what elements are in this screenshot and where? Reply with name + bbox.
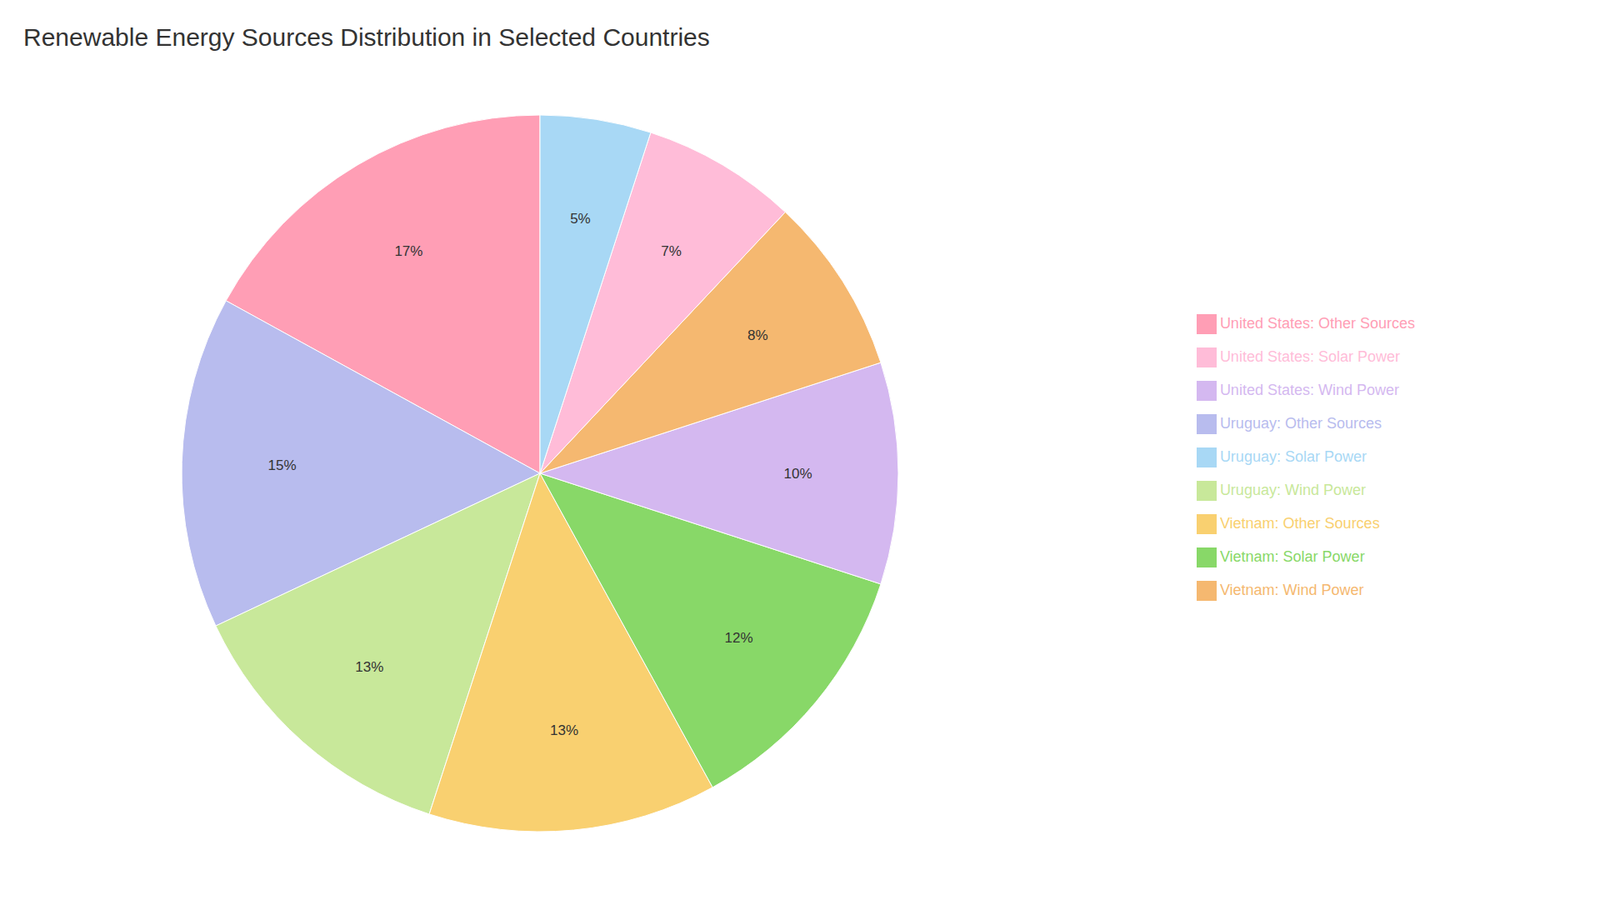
html-text:Uruguay: Other Sources: Uruguay: Other Sources	[1219, 415, 1382, 432]
html-text:Vietnam: Other Sources: Vietnam: Other Sources	[1219, 515, 1380, 532]
html-text:United States: Solar Power: United States: Solar Power	[1219, 348, 1400, 365]
svg-text:12%: 12%	[725, 630, 754, 646]
html-text:United States: Other Sources: United States: Other Sources	[1219, 315, 1415, 332]
html-text:Uruguay: Wind Power: Uruguay: Wind Power	[1219, 481, 1366, 499]
svg-text:13%: 13%	[355, 659, 384, 675]
svg-text:17%: 17%	[394, 243, 423, 260]
svg-text:7%: 7%	[660, 243, 682, 260]
svg-text:13%: 13%	[550, 722, 579, 739]
svg-text:15%: 15%	[268, 457, 297, 474]
html-text:Renewable Energy Sources Distr: Renewable Energy Sources Distribution in…	[23, 23, 710, 51]
svg-text:10%: 10%	[784, 465, 813, 482]
svg-text:5%: 5%	[570, 210, 591, 227]
html-text:Vietnam: Wind Power: Vietnam: Wind Power	[1219, 581, 1364, 599]
html-text:United States: Wind Power: United States: Wind Power	[1219, 381, 1400, 399]
svg-text:8%: 8%	[747, 327, 769, 344]
html-text:Uruguay: Solar Power: Uruguay: Solar Power	[1219, 448, 1367, 465]
html-text:Vietnam: Solar Power: Vietnam: Solar Power	[1219, 548, 1365, 565]
